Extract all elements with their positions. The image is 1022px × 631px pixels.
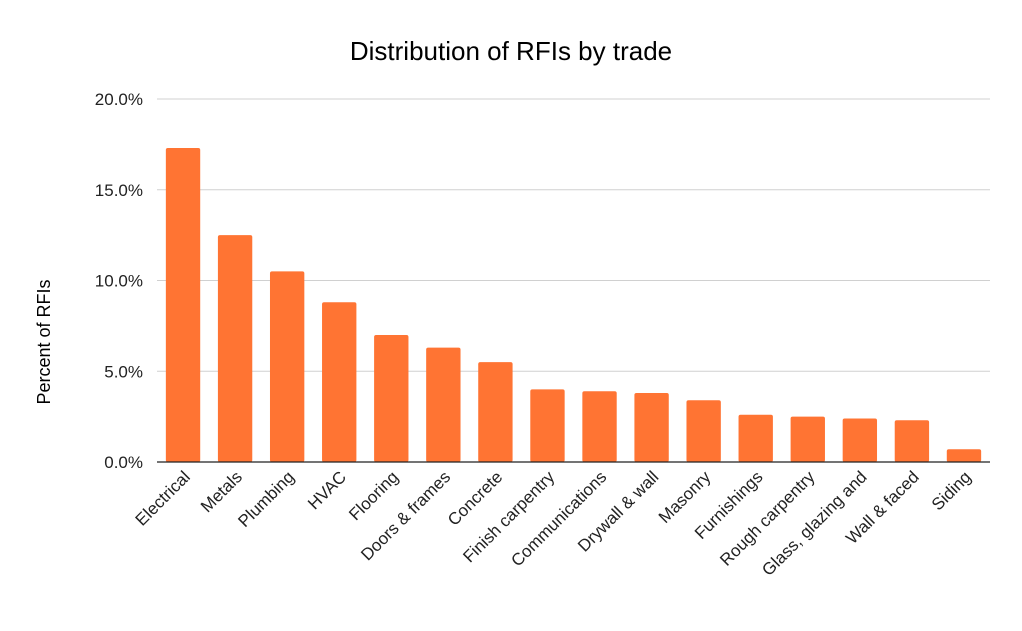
x-tick-label: Metals: [197, 467, 246, 516]
bar-glass-glazing-and: [842, 418, 878, 462]
bar-doors-frames: [426, 347, 461, 462]
bar-rough-carpentry: [790, 416, 825, 462]
y-axis-ticks: 0.0% 5.0% 10.0% 15.0% 20.0%: [95, 90, 143, 472]
y-tick-label: 0.0%: [104, 453, 143, 472]
bar-masonry: [686, 400, 721, 462]
y-axis-label: Percent of RFIs: [34, 279, 54, 404]
y-tick-label: 5.0%: [104, 362, 143, 381]
bar-finish-carpentry: [530, 389, 565, 462]
bar-hvac: [322, 302, 357, 462]
bar-communications: [582, 391, 617, 462]
bar-wall-faced: [894, 420, 930, 462]
x-tick-label: Siding: [928, 467, 975, 514]
bar-flooring: [374, 334, 409, 462]
bar-drywall-wall: [634, 393, 669, 462]
x-tick-label: Doors & frames: [357, 467, 454, 564]
y-tick-label: 20.0%: [95, 90, 143, 109]
bar-electrical: [165, 148, 201, 462]
chart-title: Distribution of RFIs by trade: [350, 36, 672, 66]
bar-furnishings: [738, 414, 773, 462]
x-tick-label: HVAC: [304, 467, 350, 513]
bar-concrete: [478, 362, 513, 462]
y-tick-label: 15.0%: [95, 181, 143, 200]
bar-plumbing: [269, 271, 305, 462]
bar-siding: [946, 449, 982, 462]
x-tick-label: Communications: [507, 467, 610, 570]
bar-metals: [217, 235, 253, 462]
y-tick-label: 10.0%: [95, 272, 143, 291]
bars: [165, 148, 982, 462]
x-tick-label: Finish carpentry: [459, 467, 558, 566]
x-tick-label: Rough carpentry: [716, 467, 819, 570]
x-tick-label: Plumbing: [234, 467, 298, 531]
x-tick-label: Electrical: [132, 467, 194, 529]
